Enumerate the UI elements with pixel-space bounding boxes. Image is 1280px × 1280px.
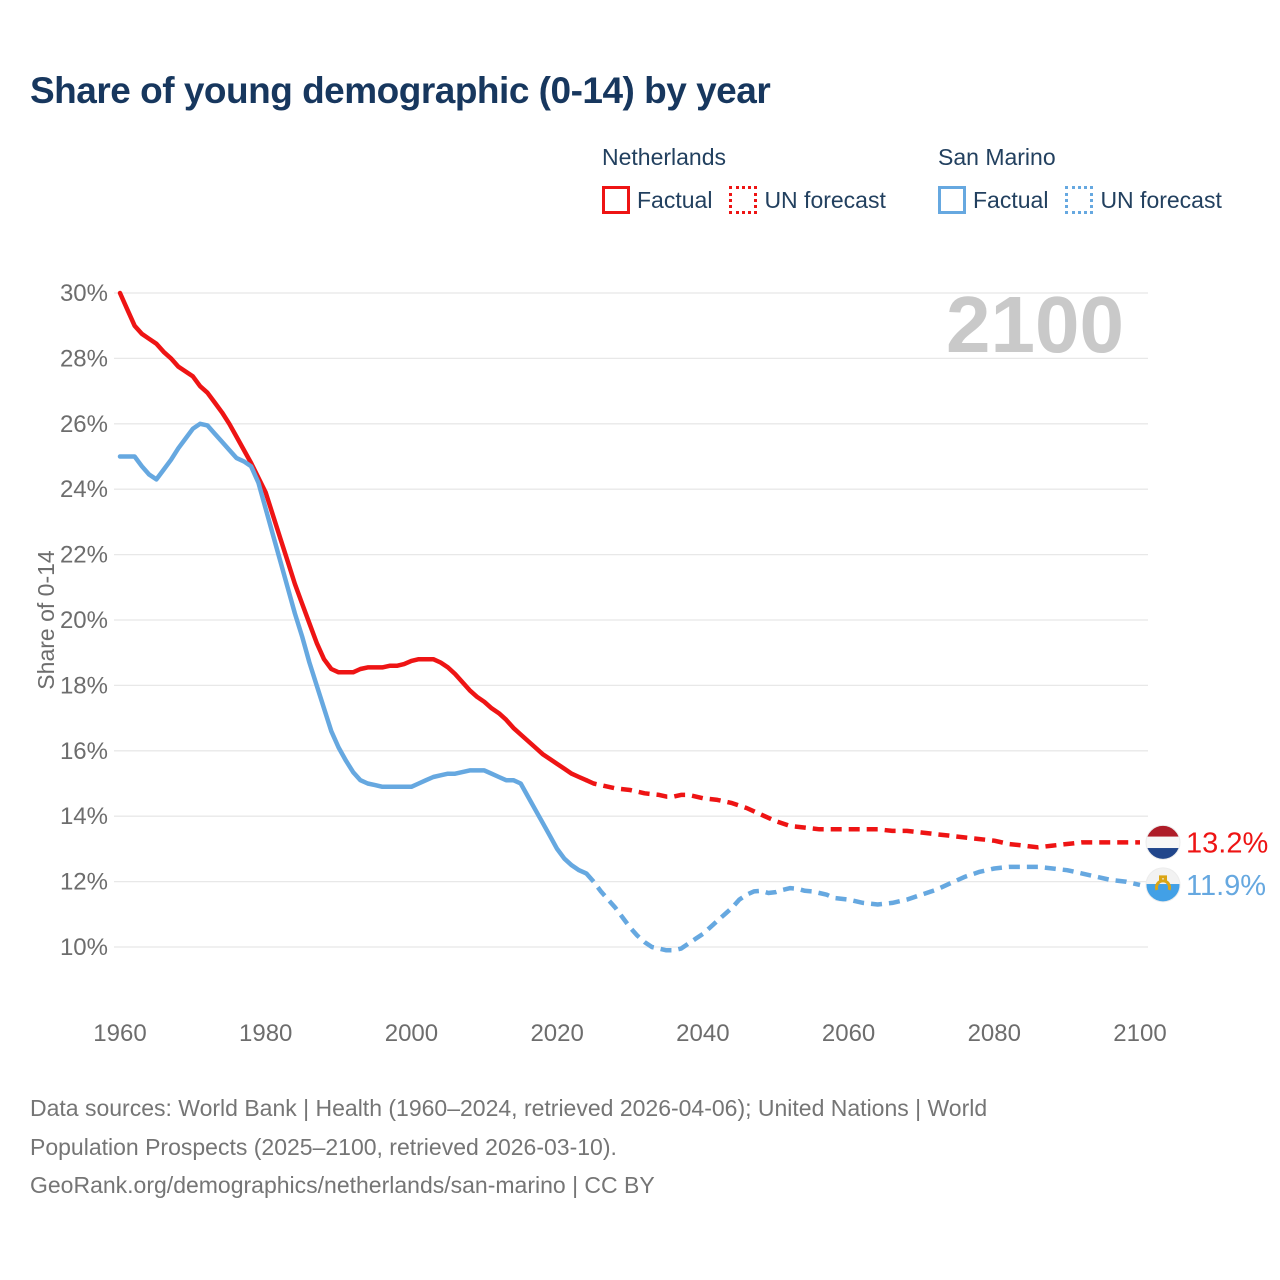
y-tick-label: 28% — [60, 345, 108, 372]
legend-heading-san-marino: San Marino — [938, 144, 1056, 170]
footer-line-1: Data sources: World Bank | Health (1960–… — [30, 1095, 988, 1121]
legend-item-netherlands-factual: Factual — [602, 186, 712, 214]
san-marino-forecast-swatch-icon — [1065, 186, 1094, 214]
legend-label: UN forecast — [764, 186, 886, 213]
san-marino-flag-icon — [1146, 867, 1180, 902]
y-axis-title: Share of 0-14 — [33, 550, 59, 690]
legend-item-netherlands-forecast: UN forecast — [729, 186, 886, 214]
y-tick-label: 16% — [60, 738, 108, 765]
legend-items-netherlands: Factual UN forecast — [602, 186, 886, 214]
y-tick-label: 30% — [60, 280, 108, 307]
chart-title: Share of young demographic (0-14) by yea… — [30, 70, 771, 111]
y-tick-label: 20% — [60, 607, 108, 634]
netherlands-flag-border — [1145, 824, 1181, 860]
y-tick-label: 22% — [60, 542, 108, 569]
x-tick-label: 2060 — [822, 1020, 875, 1047]
legend-label: Factual — [637, 186, 713, 213]
legend-heading-netherlands: Netherlands — [602, 144, 727, 170]
legend-group-netherlands: Netherlands Factual UN forecast — [602, 144, 886, 214]
y-tick-label: 26% — [60, 411, 108, 438]
san-marino-end-value-label: 11.9% — [1186, 870, 1266, 902]
x-tick-label: 1980 — [239, 1020, 292, 1047]
san-marino-factual-swatch-icon — [938, 186, 966, 214]
netherlands-factual-swatch-icon — [602, 186, 630, 214]
netherlands-factual-line — [117, 290, 589, 783]
san-marino-un-forecast-line — [584, 864, 1141, 953]
legend-group-san-marino: San Marino Factual UN forecast — [938, 144, 1222, 214]
netherlands-un-forecast-line — [585, 778, 1140, 850]
san-marino-emblem — [1155, 875, 1171, 891]
y-tick-label: 24% — [60, 476, 108, 503]
netherlands-flag-icon — [1146, 825, 1180, 860]
y-tick-label: 18% — [60, 672, 108, 699]
legend-label: UN forecast — [1100, 186, 1222, 213]
san-marino-factual-line — [117, 421, 589, 876]
data-sources-footer: Data sources: World Bank | Health (1960–… — [30, 1089, 1250, 1205]
watermark-year: 2100 — [946, 280, 1124, 369]
x-tick-label: 2080 — [968, 1020, 1021, 1047]
x-tick-label: 2020 — [530, 1020, 583, 1047]
netherlands-end-value-label: 13.2% — [1186, 827, 1268, 859]
y-tick-label: 10% — [60, 934, 108, 961]
san-marino-flag-border — [1145, 867, 1181, 903]
legend-item-san-marino-forecast: UN forecast — [1065, 186, 1222, 214]
legend-item-san-marino-factual: Factual — [938, 186, 1048, 214]
footer-line-3: GeoRank.org/demographics/netherlands/san… — [30, 1172, 655, 1198]
y-tick-label: 12% — [60, 869, 108, 896]
legend-items-san-marino: Factual UN forecast — [938, 186, 1222, 214]
footer-line-2: Population Prospects (2025–2100, retriev… — [30, 1133, 617, 1160]
netherlands-forecast-swatch-icon — [729, 186, 758, 214]
y-tick-label: 14% — [60, 803, 108, 830]
x-tick-label: 1960 — [93, 1020, 146, 1047]
x-tick-label: 2040 — [676, 1020, 729, 1047]
x-tick-label: 2000 — [385, 1020, 438, 1047]
legend-label: Factual — [973, 186, 1049, 213]
x-tick-label: 2100 — [1113, 1020, 1166, 1047]
